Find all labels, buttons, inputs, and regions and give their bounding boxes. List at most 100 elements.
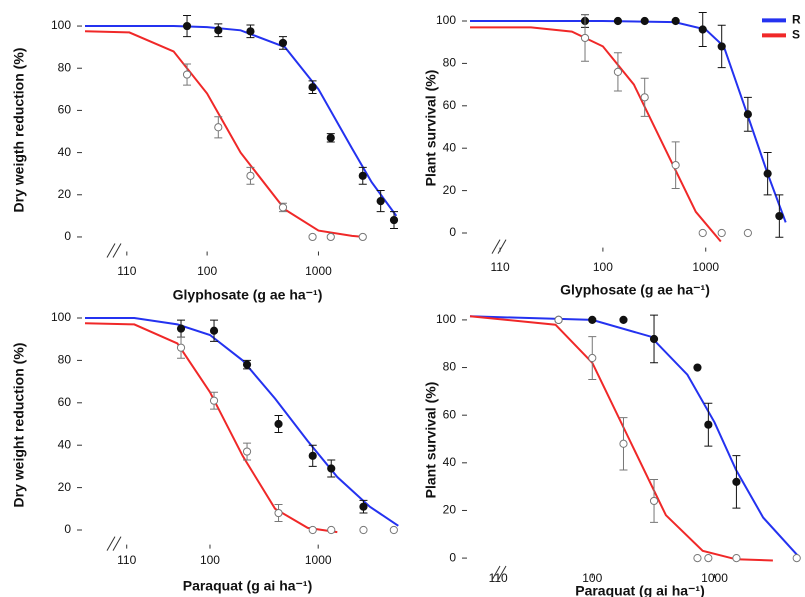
y-tick-label: 60	[443, 407, 457, 421]
axis-break	[491, 565, 507, 581]
data-point	[242, 360, 252, 369]
x-tick-label: 100	[197, 264, 217, 278]
data-point	[619, 315, 628, 325]
data-point	[209, 396, 219, 405]
data-point	[588, 353, 597, 363]
fit-curve	[470, 26, 722, 243]
fit-curve	[85, 317, 399, 527]
data-point	[246, 171, 255, 180]
y-axis-title: Plant survival (%)	[423, 382, 439, 499]
fit-curve	[469, 315, 801, 559]
y-tick-label: 40	[443, 455, 457, 469]
y-tick-label: 100	[51, 18, 71, 32]
y-tick-label: 80	[58, 353, 72, 367]
data-point	[358, 232, 367, 242]
y-tick-label: 20	[443, 183, 457, 197]
data-point	[671, 16, 680, 26]
fit-curve	[470, 20, 787, 223]
y-tick-label: 60	[58, 395, 72, 409]
y-tick-label: 60	[58, 103, 72, 117]
x-tick-label: 1000	[701, 571, 728, 585]
y-tick-label: 80	[443, 56, 457, 70]
x-tick-label: 100	[582, 571, 602, 585]
data-point	[792, 553, 801, 563]
data-point	[214, 123, 223, 132]
data-point	[326, 232, 335, 242]
axis-break	[491, 239, 507, 254]
x-tick-label: 110	[490, 260, 509, 274]
y-tick-label: 40	[58, 437, 72, 451]
data-point	[743, 228, 752, 238]
y-tick-label: 40	[443, 140, 457, 154]
y-tick-label: 80	[443, 360, 457, 374]
y-tick-label: 0	[64, 229, 71, 243]
y-tick-label: 0	[449, 550, 456, 564]
data-point	[580, 33, 590, 43]
data-point	[308, 525, 317, 535]
y-tick-label: 40	[58, 145, 72, 159]
data-point	[704, 553, 713, 563]
axis-break	[106, 536, 122, 551]
data-point	[717, 42, 726, 51]
data-point	[246, 27, 255, 36]
x-tick-label: 1000	[305, 553, 332, 567]
y-axis-title: Dry weigth reduction (%)	[11, 48, 27, 213]
data-point	[743, 110, 752, 119]
data-point	[308, 83, 317, 92]
y-tick-label: 100	[436, 13, 456, 27]
data-point	[308, 451, 317, 460]
y-axis-title: Dry weight reduction (%)	[11, 343, 27, 508]
y-tick-label: 60	[443, 98, 457, 112]
x-axis-title: Paraquat (g ai ha⁻¹)	[575, 583, 705, 597]
y-tick-label: 100	[436, 312, 456, 326]
data-point	[274, 419, 283, 429]
data-point	[693, 363, 702, 372]
x-axis-title: Paraquat (g ai ha⁻¹)	[183, 578, 313, 594]
data-point	[359, 502, 368, 511]
x-axis-title: Glyphosate (g ae ha⁻¹)	[173, 287, 323, 303]
x-tick-label: 110	[117, 264, 136, 278]
x-axis-title: Glyphosate (g ae ha⁻¹)	[560, 282, 710, 298]
x-tick-label: 110	[117, 553, 136, 567]
data-point	[182, 21, 192, 31]
data-point	[214, 26, 223, 35]
data-point	[209, 326, 219, 335]
y-axis-title: Plant survival (%)	[423, 70, 439, 187]
data-point	[640, 93, 649, 102]
fit-curve	[469, 315, 773, 562]
data-point	[308, 232, 317, 242]
data-point	[732, 477, 741, 486]
data-point	[327, 525, 336, 535]
fit-curve	[85, 25, 398, 217]
data-point	[640, 16, 649, 26]
y-tick-label: 20	[443, 503, 457, 517]
legend-label: S	[792, 28, 800, 42]
y-tick-label: 100	[51, 310, 71, 324]
data-point	[376, 197, 385, 206]
data-point	[588, 315, 597, 325]
fit-curve	[84, 322, 338, 534]
data-point	[693, 553, 702, 563]
data-point	[278, 38, 288, 48]
data-point	[242, 447, 252, 456]
data-point	[619, 439, 628, 448]
data-point	[775, 211, 784, 221]
data-point	[717, 228, 726, 238]
axis-break	[106, 243, 122, 258]
data-point	[649, 496, 659, 506]
data-point	[763, 169, 772, 178]
data-point	[176, 324, 186, 333]
data-point	[613, 67, 623, 76]
data-point	[704, 420, 713, 429]
x-tick-label: 1000	[692, 260, 719, 274]
data-point	[327, 464, 336, 473]
data-point	[359, 525, 368, 535]
data-point	[274, 508, 283, 518]
data-point	[278, 203, 288, 212]
x-tick-label: 110	[489, 571, 508, 585]
data-point	[554, 315, 563, 325]
data-point	[389, 215, 399, 225]
data-point	[326, 133, 335, 142]
data-point	[182, 70, 192, 79]
